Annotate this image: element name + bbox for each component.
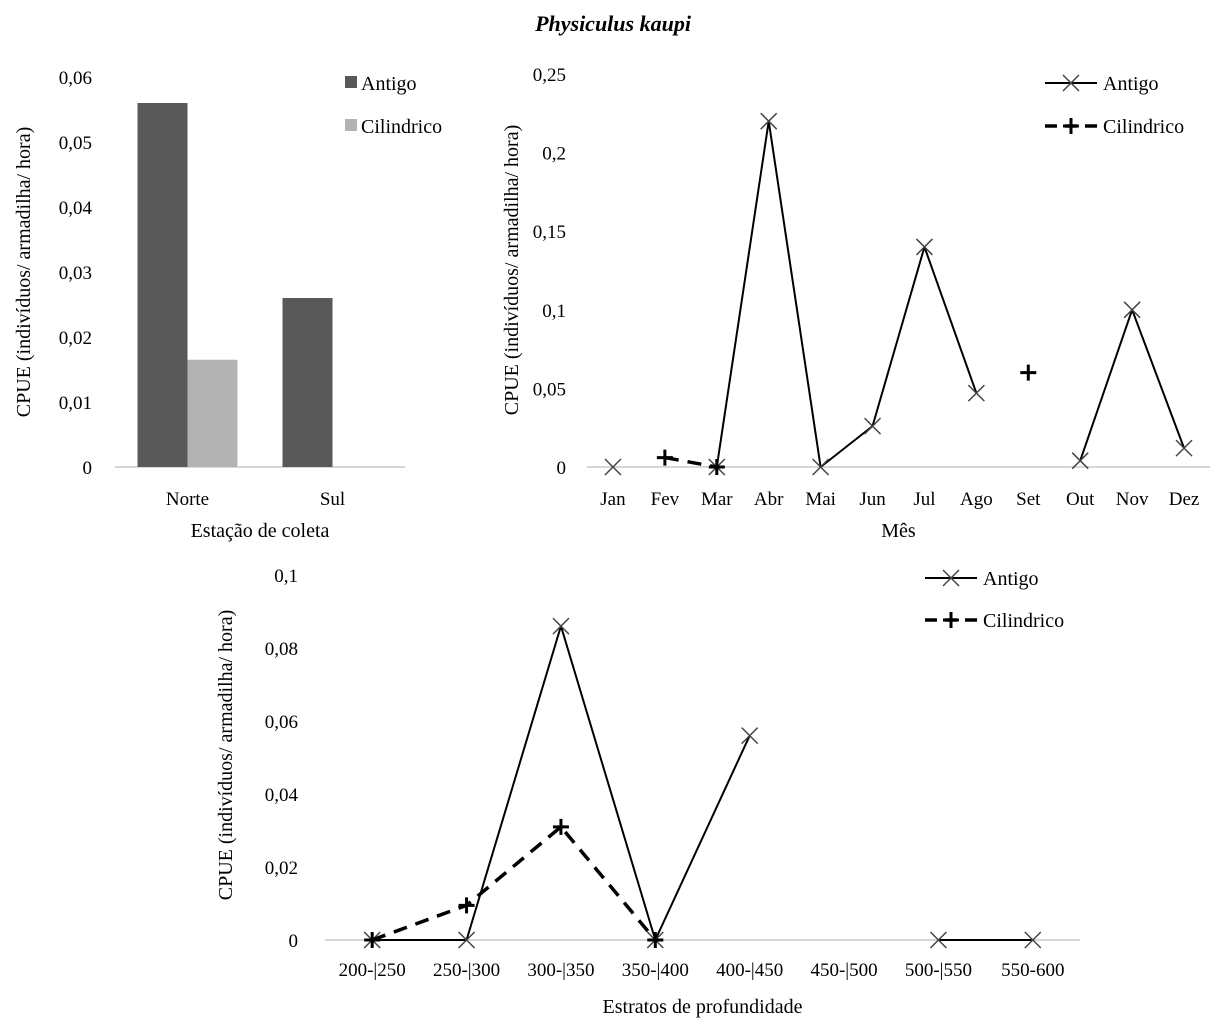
legend-marker (1063, 118, 1079, 134)
y-tick-label: 0,04 (265, 785, 299, 806)
x-tick-label: Jan (600, 489, 626, 510)
y-tick-label: 0,05 (533, 379, 566, 400)
legend-marker (942, 569, 960, 587)
point-antigo (1071, 452, 1089, 470)
point-antigo (864, 417, 882, 435)
point-antigo (967, 384, 985, 402)
legend-label: Cilindrico (983, 610, 1064, 632)
point-cilindrico (458, 897, 475, 914)
chart-by-station: 0 0,01 0,02 0,03 0,04 0,05 0,06 Estação de cole… (13, 68, 442, 542)
y-tick-label: 0,1 (274, 566, 298, 587)
point-antigo (741, 727, 759, 745)
chart-by-depth: 0 0,02 0,04 0,06 0,08 0,1 Estratos de profundi… (215, 566, 1080, 1018)
x-tick-label: 550-600 (1001, 960, 1064, 981)
point-antigo (1024, 931, 1042, 949)
y-tick-label: 0 (83, 458, 93, 479)
bar-cilindrico (187, 359, 238, 467)
x-tick-label: Jun (859, 489, 886, 510)
x-tick-label: 250-|300 (433, 960, 500, 981)
y-tick-label: 0 (557, 458, 567, 479)
y-tick-label: 0,2 (542, 144, 566, 165)
legend-label: Cilindrico (1103, 116, 1184, 138)
x-tick-label: Out (1066, 489, 1095, 510)
y-tick-label: 0,04 (59, 198, 93, 219)
y-tick-label: 0,02 (59, 328, 92, 349)
y-tick-label: 0,02 (265, 858, 298, 879)
x-tick-label: Mar (701, 489, 733, 510)
x-tick-label: Jul (913, 489, 935, 510)
x-tick-label: Ago (960, 489, 993, 510)
x-tick-label: Dez (1169, 489, 1200, 510)
point-cilindrico (647, 932, 664, 948)
x-tick-label: Sul (320, 489, 345, 510)
x-tick-label: Abr (754, 489, 784, 510)
x-tick-label: 350-|400 (622, 960, 689, 981)
figure-title: Physiculus kaupi (534, 11, 692, 36)
x-tick-label: 500-|550 (905, 960, 972, 981)
x-tick-label: 450-|500 (810, 960, 877, 981)
y-axis-label: CPUE (indivíduos/ armadilha/ hora) (501, 125, 523, 416)
legend-marker (1062, 74, 1080, 92)
y-tick-label: 0,06 (265, 712, 298, 733)
point-cilindrico (656, 449, 673, 466)
point-antigo (915, 238, 933, 256)
y-tick-label: 0,25 (533, 65, 566, 86)
point-cilindrico (364, 932, 381, 948)
legend-label: Antigo (983, 568, 1039, 590)
series-line-antigo (715, 120, 978, 468)
bar-antigo (137, 103, 188, 467)
legend-label: Antigo (1103, 73, 1159, 95)
y-tick-label: 0,01 (59, 393, 92, 414)
bar-antigo (282, 298, 333, 467)
y-axis-label: CPUE (indivíduos/ armadilha/ hora) (13, 127, 35, 418)
x-tick-label: Fev (651, 489, 680, 510)
series-line-antigo (1079, 308, 1185, 462)
x-tick-label: Set (1016, 489, 1041, 510)
point-antigo (552, 617, 570, 635)
legend-swatch (345, 119, 357, 131)
point-antigo (604, 458, 622, 476)
point-antigo (458, 931, 476, 949)
legend-label: Cilindrico (361, 116, 442, 138)
point-cilindrico (708, 459, 725, 475)
point-cilindrico (552, 818, 569, 835)
y-tick-label: 0,08 (265, 639, 298, 660)
series-line-cilindrico (664, 455, 718, 469)
point-antigo (1123, 301, 1141, 319)
x-axis-label: Estação de coleta (191, 520, 330, 542)
point-antigo (760, 112, 778, 130)
point-antigo (1175, 439, 1193, 457)
x-tick-label: 200-|250 (339, 960, 406, 981)
point-antigo (929, 931, 947, 949)
y-tick-label: 0,1 (542, 301, 566, 322)
chart-by-month: 0 0,05 0,1 0,15 0,2 0,25 Mês CPUE (indivíduos/ … (501, 65, 1210, 542)
y-tick-label: 0,05 (59, 133, 92, 154)
x-tick-label: 300-|350 (527, 960, 594, 981)
x-tick-label: 400-|450 (716, 960, 783, 981)
y-tick-label: 0,06 (59, 68, 92, 89)
point-cilindrico (1020, 364, 1037, 381)
x-axis-label: Estratos de profundidade (603, 996, 803, 1018)
series-line-antigo (372, 625, 751, 941)
series-line-cilindrico (371, 825, 657, 942)
y-tick-label: 0,15 (533, 222, 566, 243)
x-tick-label: Norte (166, 489, 209, 510)
legend-label: Antigo (361, 73, 417, 95)
x-tick-label: Mai (805, 489, 836, 510)
y-tick-label: 0,03 (59, 263, 92, 284)
y-axis-label: CPUE (indivíduos/ armadilha/ hora) (215, 610, 237, 901)
y-tick-label: 0 (289, 931, 299, 952)
legend-swatch (345, 76, 357, 88)
legend-marker (943, 612, 959, 628)
point-antigo (812, 458, 830, 476)
x-axis-label: Mês (881, 520, 916, 542)
x-tick-label: Nov (1116, 489, 1149, 510)
